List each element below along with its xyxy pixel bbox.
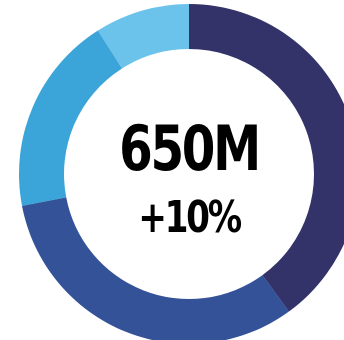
donut-slice-3	[18, 30, 123, 206]
donut-slice-4	[97, 4, 189, 69]
center-change-value: +10%	[138, 192, 242, 243]
donut-slices	[18, 4, 344, 340]
center-total-value: 650M	[119, 112, 261, 185]
donut-slice-1	[189, 4, 344, 312]
donut-slice-2	[22, 197, 289, 340]
